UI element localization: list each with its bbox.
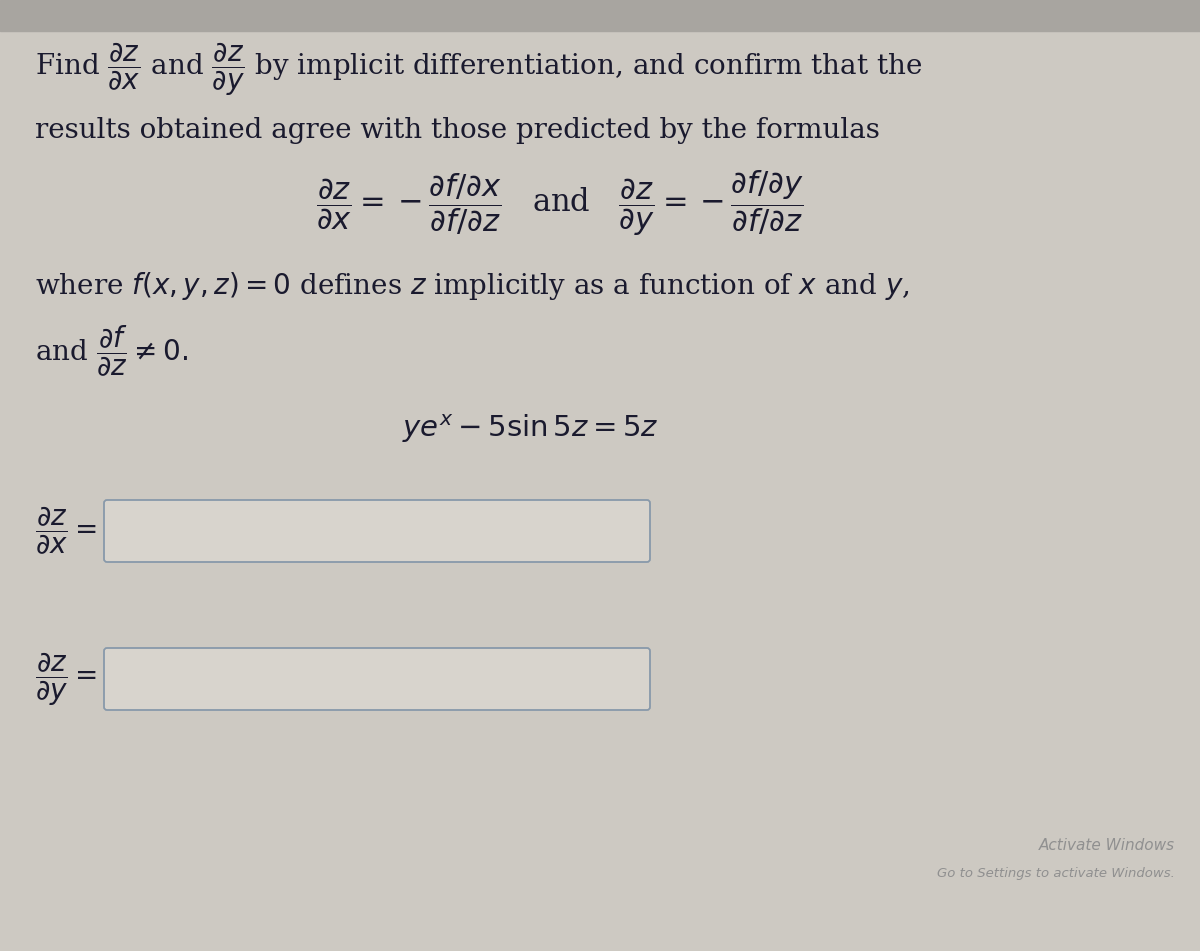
FancyBboxPatch shape (104, 500, 650, 562)
Text: $\dfrac{\partial z}{\partial x} = -\dfrac{\partial f/\partial x}{\partial f/\par: $\dfrac{\partial z}{\partial x} = -\dfra… (316, 168, 804, 238)
Text: Find $\dfrac{\partial z}{\partial x}$ and $\dfrac{\partial z}{\partial y}$ by im: Find $\dfrac{\partial z}{\partial x}$ an… (35, 40, 923, 98)
Bar (0, 0, 1200, 31)
Text: Go to Settings to activate Windows.: Go to Settings to activate Windows. (937, 866, 1175, 880)
FancyBboxPatch shape (104, 648, 650, 710)
Text: $ye^{x} - 5\sin 5z = 5z$: $ye^{x} - 5\sin 5z = 5z$ (402, 413, 659, 445)
Text: $\dfrac{\partial z}{\partial x} = $: $\dfrac{\partial z}{\partial x} = $ (35, 505, 97, 557)
Text: Activate Windows: Activate Windows (1039, 839, 1175, 853)
Text: and $\dfrac{\partial f}{\partial z} \neq 0.$: and $\dfrac{\partial f}{\partial z} \neq… (35, 323, 188, 378)
Text: where $f(x, y, z) = 0$ defines $z$ implicitly as a function of $x$ and $y$,: where $f(x, y, z) = 0$ defines $z$ impli… (35, 270, 910, 302)
Text: $\dfrac{\partial z}{\partial y} = $: $\dfrac{\partial z}{\partial y} = $ (35, 650, 97, 708)
Text: results obtained agree with those predicted by the formulas: results obtained agree with those predic… (35, 118, 880, 145)
